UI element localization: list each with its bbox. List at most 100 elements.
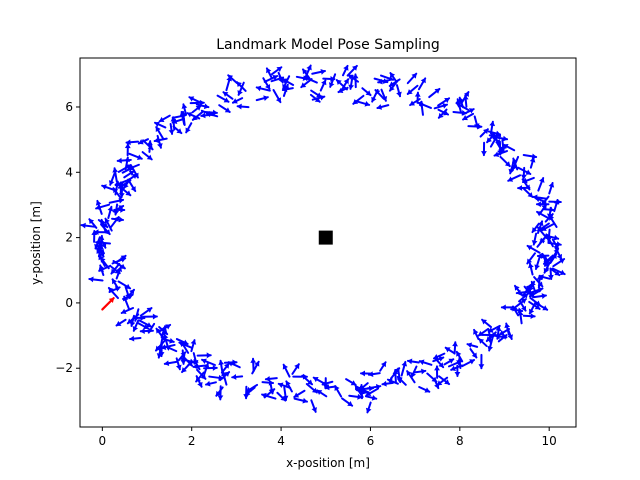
pose-sample-arrow	[236, 103, 250, 110]
pose-sample-arrow	[507, 174, 522, 182]
pose-sample-arrow	[504, 322, 511, 336]
pose-sample-arrow	[544, 213, 554, 223]
x-tick-label: 4	[277, 434, 285, 448]
pose-sample-arrow	[462, 112, 475, 121]
pose-sample-arrow	[434, 357, 445, 369]
pose-sample-arrow	[461, 108, 475, 116]
pose-sample-arrow	[163, 360, 178, 367]
pose-sample-arrow	[522, 313, 536, 320]
pose-sample-arrow	[177, 351, 187, 362]
pose-sample-arrow	[461, 359, 476, 368]
pose-sample-arrow	[291, 363, 300, 375]
pose-sample-arrow	[80, 222, 97, 229]
pose-sample-arrow	[537, 177, 545, 192]
pose-sample-arrow	[88, 276, 104, 283]
pose-sample-arrow	[487, 324, 501, 333]
pose-sample-arrow	[545, 228, 552, 243]
pose-sample-arrow	[188, 96, 201, 103]
y-axis-ticks: −2 0 2 4 6	[55, 100, 80, 375]
pose-sample-arrow	[443, 358, 455, 366]
pose-sample-arrow	[528, 262, 534, 276]
x-tick-label: 8	[456, 434, 464, 448]
pose-sample-arrow	[380, 88, 388, 102]
pose-sample-arrow	[392, 369, 399, 384]
pose-sample-arrow	[121, 166, 134, 174]
pose-sample-arrow	[190, 339, 197, 353]
pose-sample-arrow	[417, 101, 432, 109]
pose-sample-arrow	[348, 74, 354, 90]
pose-sample-arrow	[201, 358, 216, 366]
pose-sample-arrow	[526, 252, 536, 265]
pose-sample-arrow	[293, 389, 306, 399]
landmark-marker	[318, 230, 333, 245]
pose-sample-arrow	[341, 64, 349, 77]
x-tick-label: 2	[188, 434, 196, 448]
pose-sample-arrow	[123, 178, 131, 189]
pose-sample-arrow	[154, 121, 167, 129]
pose-sample-arrow	[264, 375, 278, 382]
pose-sample-arrow	[554, 246, 563, 260]
pose-sample-arrow	[406, 358, 420, 365]
pose-sample-arrow	[124, 143, 131, 157]
pose-sample-arrow	[132, 319, 140, 332]
pose-sample-arrow	[478, 353, 485, 370]
pose-sample-arrow	[156, 134, 163, 149]
pose-sample-arrow	[522, 187, 534, 198]
pose-sample-arrow	[227, 74, 238, 84]
pose-sample-arrow	[355, 388, 368, 395]
pose-sample-arrow	[182, 355, 194, 367]
pose-sample-arrow	[532, 293, 547, 299]
pose-sample-arrow	[216, 94, 230, 103]
pose-sample-arrow	[285, 380, 293, 393]
pose-sample-arrow	[346, 64, 358, 77]
pose-sample-arrow	[112, 167, 119, 183]
pose-sample-arrow	[109, 216, 120, 229]
pose-sample-arrow	[530, 280, 537, 293]
pose-sample-arrow	[196, 352, 212, 359]
pose-sample-arrow	[536, 226, 548, 239]
pose-sample-arrow	[282, 363, 291, 378]
pose-sample-arrow	[348, 393, 363, 400]
pose-sample-arrow	[513, 284, 524, 297]
pose-sample-arrow	[437, 97, 451, 107]
pose-samples	[80, 64, 566, 414]
pose-sample-arrow	[481, 141, 487, 157]
pose-sample-arrow	[543, 254, 554, 267]
pose-sample-arrow	[551, 267, 566, 276]
pose-sample-arrow	[534, 301, 549, 311]
pose-sample-arrow	[139, 307, 153, 317]
pose-sample-arrow	[281, 86, 294, 93]
pose-sample-arrow	[192, 352, 199, 366]
pose-sample-arrow	[345, 378, 357, 386]
pose-sample-arrow	[531, 222, 540, 234]
pose-sample-arrow	[181, 362, 191, 374]
pose-sample-arrow	[261, 379, 275, 386]
pose-sample-arrow	[517, 310, 524, 325]
pose-sample-arrow	[168, 123, 175, 135]
pose-sample-arrow	[270, 66, 283, 76]
pose-sample-arrow	[364, 394, 378, 401]
pose-sample-arrow	[534, 255, 541, 271]
pose-sample-arrow	[231, 374, 244, 380]
pose-sample-arrow	[548, 181, 555, 195]
pose-sample-arrow	[107, 286, 120, 300]
pose-sample-arrow	[328, 73, 337, 88]
pose-sample-arrow	[300, 78, 313, 89]
pose-sample-arrow	[417, 77, 427, 91]
pose-sample-arrow	[455, 350, 464, 363]
pose-sample-arrow	[526, 244, 541, 254]
pose-sample-arrow	[373, 77, 389, 84]
pose-sample-arrow	[227, 361, 241, 369]
pose-sample-arrow	[335, 79, 348, 91]
pose-sample-arrow	[310, 399, 317, 413]
pose-sample-arrow	[473, 115, 480, 129]
plot-frame	[79, 57, 577, 428]
pose-sample-arrow	[355, 100, 371, 107]
pose-sample-arrow	[406, 370, 416, 384]
pose-sample-arrow	[255, 85, 271, 92]
pose-sample-arrow	[542, 206, 555, 213]
pose-sample-arrow	[549, 267, 561, 277]
pose-sample-arrow	[218, 104, 231, 113]
pose-sample-arrow	[413, 368, 427, 375]
pose-sample-arrow	[116, 157, 132, 164]
